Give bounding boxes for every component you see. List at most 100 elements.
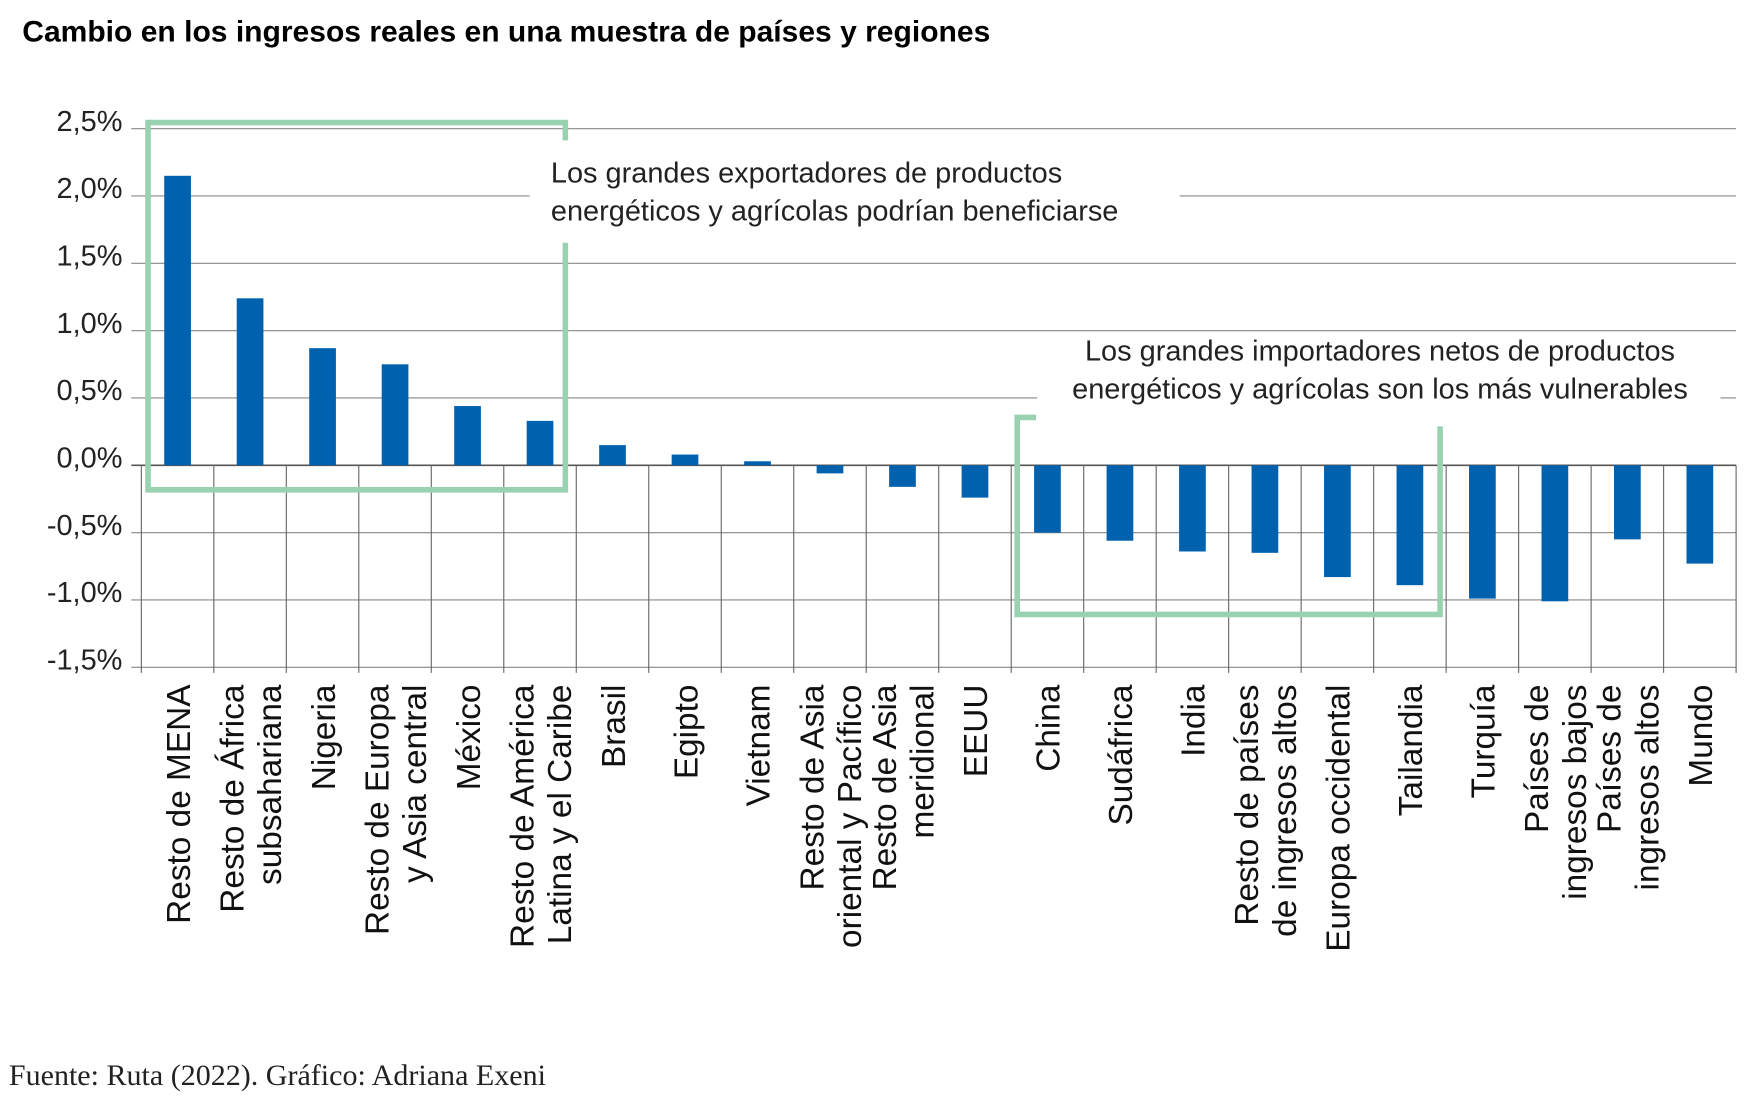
annotation-text: Los grandes importadores netos de produc… [1085,336,1675,368]
x-tick-label-line: Países de [1592,685,1629,833]
annotation-background [1037,331,1721,412]
x-tick-label: Europa occidental [1321,685,1358,952]
x-tick-label-line: Resto de Asia [794,684,831,890]
bar [1034,465,1061,533]
bar [1179,465,1206,552]
annotation-text: Los grandes exportadores de productos [551,158,1062,190]
x-tick-label: Turquía [1466,684,1503,798]
bar [309,348,336,466]
y-tick-label: 2,5% [56,106,122,138]
x-tick-label: EEUU [958,685,995,778]
footer-source: Fuente: Ruta (2022). Gráfico: Adriana Ex… [9,1059,546,1092]
y-tick-label: 1,0% [56,308,122,340]
category-separators [140,465,1737,673]
x-tick-label: Egipto [668,685,705,780]
bar [744,461,771,466]
bars [164,175,1714,602]
x-tick-label-line: Resto de países [1229,685,1266,926]
annotation-background [529,153,1180,234]
importers-highlight-box [1014,414,1443,618]
x-axis-labels: Resto de MENA Resto de África subsahariana… [161,684,1720,952]
x-tick-label-line: Turquía [1466,684,1503,798]
x-tick-label: Tailandia [1393,684,1430,816]
annotation-text: energéticos y agrícolas podrían benefici… [551,195,1119,227]
x-tick-label: Vietnam [741,685,778,807]
y-tick-label: -0,5% [47,510,123,542]
x-tick-label-line: Vietnam [741,685,778,807]
x-tick-label-line: ingresos altos [1630,685,1667,891]
bar [1614,465,1641,540]
x-tick-label: India [1176,684,1213,757]
x-tick-label-line: ingresos bajos [1557,685,1594,900]
x-tick-label-line: Latina y el Caribe [542,685,579,945]
bar [381,364,409,466]
x-tick-label-line: Resto de África [214,684,251,913]
x-tick-label-line: Resto de MENA [161,684,198,924]
x-tick-label-line: meridional [905,685,942,839]
bar [1324,465,1351,578]
x-tick-label-line: Países de [1519,685,1556,833]
x-tick-label-line: y Asia central [397,685,434,884]
x-tick-label-line: oriental y Pacífico [832,685,869,948]
x-tick-label: China [1031,684,1068,772]
x-tick-label: Resto de MENA [161,684,198,924]
x-tick-label-line: EEUU [958,685,995,778]
x-tick-label-line: subsahariana [252,684,289,885]
y-axis-ticks: 2,5% 2,0% 1,5% 1,0% 0,5% 0,0% -0,5% -1,0% -1,5% [47,106,123,677]
x-tick-label: Resto de países de ingresos altos [1229,685,1304,937]
x-tick-label: Brasil [596,685,633,768]
x-tick-label-line: Mundo [1683,685,1720,787]
x-tick-label: Resto de África subsahariana [214,684,289,913]
x-tick-label: Resto de Asia oriental y Pacífico [794,684,869,948]
x-tick-label-line: Brasil [596,685,633,768]
x-tick-label-line: China [1031,684,1068,772]
y-tick-label: -1,0% [47,577,123,609]
y-tick-label: -1,5% [47,645,123,677]
bar [671,454,699,466]
x-tick-label: México [451,685,488,791]
x-tick-label-line: de ingresos altos [1267,685,1304,937]
bar [1469,465,1496,599]
chart-title: Cambio en los ingresos reales en una mue… [22,15,990,48]
bar [164,175,191,466]
x-tick-label-line: Resto de Europa [359,684,396,935]
x-tick-label-line: India [1176,684,1213,757]
x-tick-label: Países de ingresos bajos [1519,685,1594,900]
bar [961,465,989,498]
x-tick-label-line: Europa occidental [1321,685,1358,952]
x-tick-label-line: Egipto [668,685,705,780]
x-tick-label: Resto de América Latina y el Caribe [504,684,579,948]
bar [454,406,481,466]
bar [1251,465,1279,553]
bar [889,465,916,487]
bar [1396,465,1424,586]
x-tick-label: Resto de Europa y Asia central [359,684,434,935]
x-tick-label-line: Resto de América [504,684,541,948]
highlight-boxes [145,119,1443,618]
x-tick-label-line: Sudáfrica [1103,684,1140,825]
bar [1541,465,1569,602]
x-tick-label-line: Resto de Asia [867,684,904,890]
bar [1106,465,1134,541]
bar [236,298,264,466]
bar [599,445,626,466]
bar [1686,465,1714,564]
x-tick-label: Nigeria [306,684,343,790]
x-tick-label: Sudáfrica [1103,684,1140,825]
bar [816,465,844,474]
annotation-text: energéticos y agrícolas son los más vuln… [1072,374,1688,406]
y-tick-label: 1,5% [56,241,122,273]
y-tick-label: 2,0% [56,173,122,205]
x-tick-label-line: México [451,685,488,791]
bar [526,420,554,466]
annotations: Los grandes exportadores de productos ene… [529,153,1721,412]
x-tick-label: Países de ingresos altos [1592,685,1667,891]
y-tick-label: 0,0% [56,443,122,475]
exporters-highlight-box [145,119,569,493]
y-tick-label: 0,5% [56,375,122,407]
x-tick-label-line: Nigeria [306,684,343,790]
x-tick-label: Resto de Asia meridional [867,684,942,890]
x-tick-label: Mundo [1683,685,1720,787]
x-tick-label-line: Tailandia [1393,684,1430,816]
